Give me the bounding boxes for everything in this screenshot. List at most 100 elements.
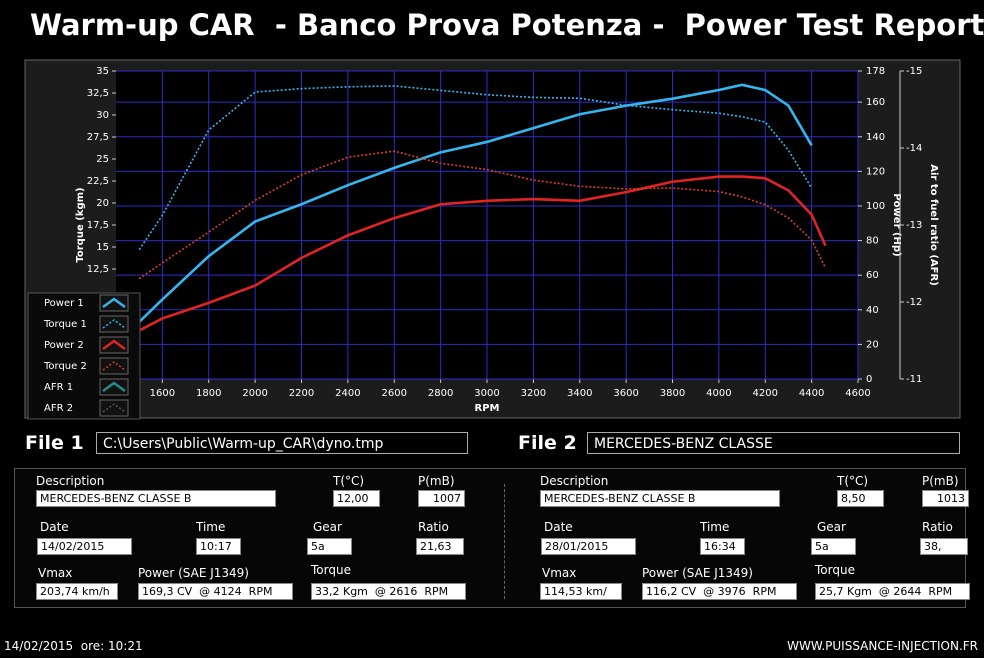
x-tick-label: 3600 [613, 388, 638, 399]
x-tick-label: 2400 [335, 388, 360, 399]
field-label: Power (SAE J1349) [138, 566, 249, 580]
y2-tick-label: 100 [866, 201, 885, 212]
y-axis-title: Torque (kgm) [75, 187, 86, 262]
y-tick-label: 32,5 [87, 88, 109, 99]
legend-label: Torque 2 [43, 361, 87, 372]
field-value: 12,00 [333, 490, 380, 507]
field-value: 25,7 Kgm @ 2644 RPM [815, 583, 970, 600]
y-tick-label: 20 [96, 198, 109, 209]
y2-tick-label: 40 [866, 305, 879, 316]
legend-label: Power 1 [44, 298, 84, 309]
x-tick-label: 3000 [474, 388, 499, 399]
field-label: Torque [815, 563, 855, 577]
series-line [138, 85, 813, 251]
field-label: T(°C) [837, 474, 869, 488]
field-value: 1007 [418, 490, 465, 507]
legend-label: AFR 2 [44, 403, 73, 414]
legend-swatch-line [102, 403, 126, 413]
field-label: Ratio [418, 520, 449, 534]
x-tick-label: 1600 [150, 388, 175, 399]
x-tick-label: 3400 [567, 388, 592, 399]
field-value: MERCEDES-BENZ CLASSE B [36, 490, 276, 507]
x-tick-label: 4400 [799, 388, 824, 399]
y-tick-label: 15 [96, 242, 109, 253]
y-tick-label: 25 [96, 154, 109, 165]
y-tick-label: 22,5 [87, 176, 109, 187]
y2-tick-label: 0 [866, 374, 872, 385]
y2-tick-label: 160 [866, 97, 885, 108]
y3-axis-title: Air to fuel ratio (AFR) [928, 164, 939, 286]
legend-swatch-line [102, 297, 126, 309]
y2-tick-label: 80 [866, 236, 879, 247]
y-tick-label: 17,5 [87, 220, 109, 231]
field-value: 38, [920, 538, 968, 555]
file-path[interactable]: MERCEDES-BENZ CLASSE [587, 432, 960, 454]
y3-tick-label: -14 [906, 143, 922, 154]
field-value: 33,2 Kgm @ 2616 RPM [311, 583, 466, 600]
field-value: 21,63 [416, 538, 464, 555]
field-value: 28/01/2015 [541, 538, 636, 555]
field-value: 116,2 CV @ 3976 RPM [642, 583, 797, 600]
report-title: Warm-up CAR - Banco Prova Potenza - Powe… [30, 8, 984, 42]
field-label: Description [540, 474, 609, 488]
field-label: Torque [311, 563, 351, 577]
legend-swatch [99, 315, 129, 333]
file-label: File 2 [518, 432, 577, 454]
field-label: T(°C) [333, 474, 365, 488]
legend-swatch-line [102, 319, 126, 329]
y2-tick-label: 178 [866, 66, 885, 77]
field-label: Power (SAE J1349) [642, 566, 753, 580]
legend-swatch [99, 399, 129, 417]
separator [504, 484, 505, 599]
legend-swatch [99, 294, 129, 312]
field-value: 16:34 [700, 538, 745, 555]
legend-swatch [99, 357, 129, 375]
y-tick-label: 12,5 [87, 264, 109, 275]
legend-swatch [99, 336, 129, 354]
x-tick-label: 2000 [242, 388, 267, 399]
field-label: Date [544, 520, 573, 534]
series-line [138, 150, 827, 280]
field-value: 8,50 [837, 490, 884, 507]
field-value: 1013 [922, 490, 969, 507]
legend-swatch [99, 378, 129, 396]
footer-date: 14/02/2015 ore: 10:21 [4, 639, 143, 653]
field-value: 10:17 [196, 538, 241, 555]
x-axis-title: RPM [475, 403, 500, 414]
x-tick-label: 1800 [196, 388, 221, 399]
legend-label: Torque 1 [43, 319, 87, 330]
field-label: Gear [313, 520, 342, 534]
field-label: Time [196, 520, 226, 534]
x-tick-label: 4600 [845, 388, 870, 399]
x-tick-label: 4000 [706, 388, 731, 399]
field-label: Gear [817, 520, 846, 534]
y2-axis-title: Power (Hp) [891, 193, 902, 256]
series-line [138, 83, 813, 323]
field-label: Ratio [922, 520, 953, 534]
field-label: Time [700, 520, 730, 534]
legend-label: AFR 1 [44, 382, 73, 393]
field-value: 114,53 km/ [540, 583, 622, 600]
y2-tick-label: 20 [866, 339, 879, 350]
chart: Torque (kgm) Power (Hp) Air to fuel rati… [24, 59, 961, 420]
field-label: Vmax [38, 566, 73, 580]
field-label: P(mB) [418, 474, 455, 488]
x-tick-label: 4200 [753, 388, 778, 399]
file-label: File 1 [25, 432, 84, 454]
x-tick-label: 3800 [660, 388, 685, 399]
legend-swatch-line [102, 339, 126, 351]
field-value: 5a [307, 538, 352, 555]
field-value: 169,3 CV @ 4124 RPM [138, 583, 293, 600]
y-tick-label: 35 [96, 66, 109, 77]
field-label: Vmax [542, 566, 577, 580]
series-line [138, 175, 827, 332]
field-value: 203,74 km/h [36, 583, 118, 600]
file-path[interactable]: C:\Users\Public\Warm-up_CAR\dyno.tmp [96, 432, 468, 454]
y2-tick-label: 60 [866, 270, 879, 281]
x-tick-label: 3200 [521, 388, 546, 399]
y-tick-label: 27,5 [87, 132, 109, 143]
y2-tick-label: 140 [866, 132, 885, 143]
y3-tick-label: -11 [906, 374, 922, 385]
x-tick-label: 2600 [382, 388, 407, 399]
